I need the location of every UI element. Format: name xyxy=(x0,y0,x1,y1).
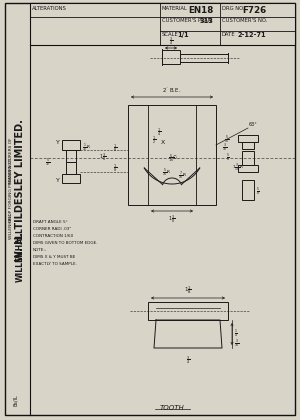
Text: 1$\mathregular{\frac{1}{8}}$: 1$\mathregular{\frac{1}{8}}$ xyxy=(184,284,192,296)
Bar xyxy=(242,151,254,165)
Text: DIMS GIVEN TO BOTTOM EDGE.: DIMS GIVEN TO BOTTOM EDGE. xyxy=(33,241,98,245)
Bar xyxy=(238,165,258,172)
Text: EN18: EN18 xyxy=(188,6,213,15)
Text: $\mathregular{\frac{3}{16}}$: $\mathregular{\frac{3}{16}}$ xyxy=(234,338,240,350)
Bar xyxy=(242,142,254,149)
Text: $\mathregular{\frac{1}{8}}$: $\mathregular{\frac{1}{8}}$ xyxy=(113,142,117,154)
Text: 2-12-71: 2-12-71 xyxy=(238,32,267,38)
Text: DROP FORGING PRESSING &C: DROP FORGING PRESSING &C xyxy=(9,158,13,222)
Text: $\mathregular{\frac{1}{32}}$R: $\mathregular{\frac{1}{32}}$R xyxy=(82,142,91,154)
Text: $\mathregular{\frac{3}{4}}$: $\mathregular{\frac{3}{4}}$ xyxy=(169,35,173,47)
Text: $\mathregular{\frac{5}{16}}$∅: $\mathregular{\frac{5}{16}}$∅ xyxy=(168,152,179,164)
Text: EXACTLY TO SAMPLE.: EXACTLY TO SAMPLE. xyxy=(33,262,77,266)
Bar xyxy=(66,162,76,174)
Text: W. H. TILDESLEY LIMITED.: W. H. TILDESLEY LIMITED. xyxy=(15,119,25,261)
Text: 313: 313 xyxy=(200,18,214,24)
Text: DRAFT ANGLE 5°: DRAFT ANGLE 5° xyxy=(33,220,68,224)
Text: CONTRACTION 1/60: CONTRACTION 1/60 xyxy=(33,234,73,238)
Text: Y: Y xyxy=(56,178,60,183)
Text: SCALE: SCALE xyxy=(162,32,179,37)
Text: $\mathregular{\frac{3}{4}}$: $\mathregular{\frac{3}{4}}$ xyxy=(186,354,190,365)
Text: NOTE:-: NOTE:- xyxy=(33,248,47,252)
Text: ALTERATIONS: ALTERATIONS xyxy=(32,6,67,11)
Text: DIMS X & Y MUST BE: DIMS X & Y MUST BE xyxy=(33,255,75,259)
Text: Bs/IL: Bs/IL xyxy=(13,394,17,406)
Text: TOOTH: TOOTH xyxy=(160,405,184,411)
Bar xyxy=(162,50,180,64)
Bar xyxy=(128,105,216,205)
Text: MANUFACTURERS OF: MANUFACTURERS OF xyxy=(9,137,13,183)
Bar xyxy=(30,45,295,415)
Text: 1$\mathregular{\frac{3}{8}}$: 1$\mathregular{\frac{3}{8}}$ xyxy=(99,151,106,163)
Text: WILLENHALL: WILLENHALL xyxy=(16,228,25,282)
Text: $\mathregular{\frac{3}{16}}$: $\mathregular{\frac{3}{16}}$ xyxy=(222,142,228,154)
Text: WILLENHALL: WILLENHALL xyxy=(9,211,13,239)
Text: CUSTOMER'S NO.: CUSTOMER'S NO. xyxy=(222,18,267,23)
Text: CORNER RADI .03": CORNER RADI .03" xyxy=(33,227,71,231)
Text: $\mathregular{\frac{5}{8}}$: $\mathregular{\frac{5}{8}}$ xyxy=(256,186,260,198)
Text: X: X xyxy=(161,139,165,144)
Text: CUSTOMER'S PLAN: CUSTOMER'S PLAN xyxy=(162,18,211,23)
Text: 1$\mathregular{\frac{3}{8}}$: 1$\mathregular{\frac{3}{8}}$ xyxy=(168,213,175,225)
Bar xyxy=(238,135,258,142)
Text: DRG NO.: DRG NO. xyxy=(222,6,244,11)
Bar xyxy=(30,3,295,45)
Text: $\mathregular{\frac{5}{32}}$: $\mathregular{\frac{5}{32}}$ xyxy=(45,158,51,169)
Bar xyxy=(62,174,80,183)
Text: Y: Y xyxy=(56,141,60,145)
Text: 1/1: 1/1 xyxy=(177,32,189,38)
Text: $\mathregular{\frac{5}{8}}$: $\mathregular{\frac{5}{8}}$ xyxy=(226,152,230,164)
Text: $\mathregular{\frac{7}{16}}$R: $\mathregular{\frac{7}{16}}$R xyxy=(178,170,187,182)
Text: 63°: 63° xyxy=(249,122,258,127)
Text: F726: F726 xyxy=(242,6,266,15)
Text: DATE: DATE xyxy=(222,32,236,37)
Bar xyxy=(242,180,254,200)
Text: 2$\mathregular{^{\prime\prime}}$ B.E.: 2$\mathregular{^{\prime\prime}}$ B.E. xyxy=(162,86,182,95)
Text: $\mathregular{\frac{1}{4}}$: $\mathregular{\frac{1}{4}}$ xyxy=(157,126,161,138)
Bar xyxy=(148,302,228,320)
Text: $\mathregular{1\frac{3}{16}}$R: $\mathregular{1\frac{3}{16}}$R xyxy=(232,162,244,174)
Bar xyxy=(62,140,80,150)
Text: $\mathregular{\frac{1}{8}}$: $\mathregular{\frac{1}{8}}$ xyxy=(113,162,117,174)
Text: $\mathregular{\frac{5}{16}}$R: $\mathregular{\frac{5}{16}}$R xyxy=(162,167,171,178)
Text: $\mathregular{\frac{5}{16}}$: $\mathregular{\frac{5}{16}}$ xyxy=(224,134,230,146)
Text: MATERIAL: MATERIAL xyxy=(162,6,188,11)
Text: $\mathregular{\frac{1}{2}}$: $\mathregular{\frac{1}{2}}$ xyxy=(152,134,156,146)
Bar xyxy=(66,150,76,162)
Text: $\mathregular{\frac{1}{4}}$: $\mathregular{\frac{1}{4}}$ xyxy=(234,328,238,340)
